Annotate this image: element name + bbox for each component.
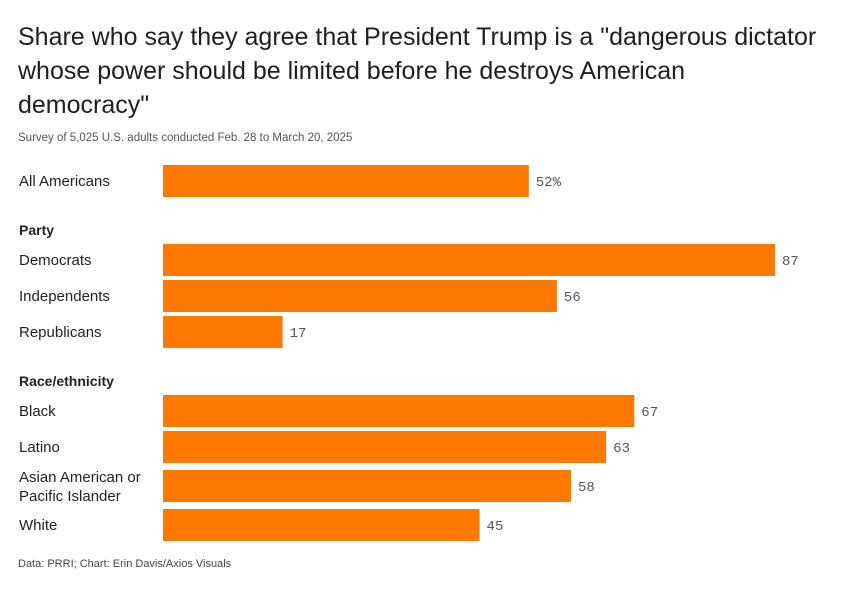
chart-title: Share who say they agree that President …: [18, 23, 817, 119]
value-label: 56: [564, 290, 581, 306]
value-label: 87: [782, 254, 799, 270]
bar: [163, 509, 480, 541]
group-heading: Race/ethnicity: [19, 373, 114, 389]
bar: [163, 395, 635, 427]
category-label: Independents: [19, 288, 110, 305]
category-label: All Americans: [19, 173, 110, 190]
category-label-line: Asian American or: [19, 469, 141, 486]
value-label: 17: [290, 326, 307, 342]
value-label: 45: [487, 519, 504, 535]
category-label: Asian American or Pacific Islander: [19, 469, 141, 505]
value-label: 63: [613, 441, 630, 457]
category-label: Republicans: [19, 324, 102, 341]
category-label-line: Pacific Islander: [19, 488, 121, 505]
bar: [163, 431, 607, 463]
group-heading: Party: [19, 222, 54, 238]
bar-chart: All Americans 52% Party Democrats 87 Independ…: [19, 165, 799, 541]
value-label: 58: [578, 480, 595, 496]
category-label: Democrats: [19, 252, 92, 269]
category-label: White: [19, 517, 57, 534]
value-label: 52%: [536, 175, 562, 191]
source-credit: Data: PRRI; Chart: Erin Davis/Axios Visu…: [18, 558, 232, 570]
bar: [163, 244, 775, 276]
category-label: Black: [19, 403, 56, 420]
bar: [163, 280, 557, 312]
value-label: 67: [641, 405, 658, 421]
category-label: Latino: [19, 439, 60, 456]
chart-subtitle: Survey of 5,025 U.S. adults conducted Fe…: [18, 132, 353, 144]
bar: [163, 470, 571, 502]
bar: [163, 316, 283, 348]
bar: [163, 165, 529, 197]
